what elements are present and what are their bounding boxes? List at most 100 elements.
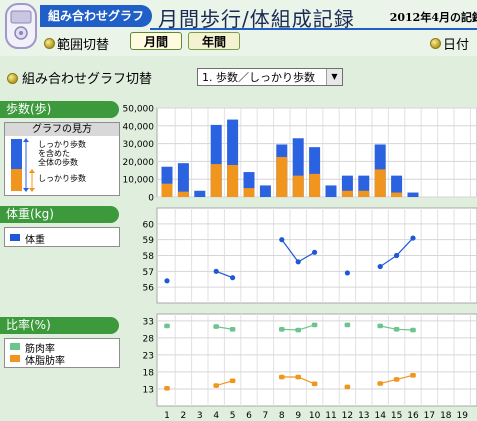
muscle-rate-point (344, 322, 351, 328)
graph-switch-label: 組み合わせグラフ切替 (22, 72, 153, 87)
x-tick-label: 11 (325, 411, 336, 421)
total-steps-bar (391, 175, 403, 197)
round-bullet-icon (430, 38, 441, 49)
total-steps-bar (177, 163, 189, 197)
steps-section-tab: 歩数(歩) (0, 101, 119, 118)
monthly-button[interactable]: 月間 (130, 32, 182, 50)
x-tick-label: 1 (164, 411, 170, 421)
muscle-rate-point (377, 323, 383, 329)
muscle-rate-point (393, 327, 400, 332)
weight-point (312, 249, 318, 255)
muscle-rate-point (311, 322, 318, 328)
y-tick-label: 57 (143, 268, 154, 278)
body-fat-rate-point (410, 373, 416, 378)
fat-swatch (10, 355, 20, 362)
range-switch-label: 範囲切替 (57, 38, 110, 53)
record-period: 2012年4月の記録 (389, 11, 477, 24)
brisk-steps-bar (358, 190, 370, 197)
y-tick-label: 33 (143, 317, 154, 327)
body-fat-rate-point (311, 381, 318, 387)
brisk-steps-bar (227, 164, 239, 197)
weight-section-tab: 体重(kg) (0, 206, 119, 223)
guide-text-3: 全体の歩数 (38, 158, 78, 167)
x-tick-label: 2 (181, 411, 187, 421)
weight-legend: 体重 (4, 227, 120, 247)
y-tick-label: 50,000 (123, 105, 155, 115)
combined-chart-area: 010,00020,00030,00040,00050,000565758596… (123, 105, 477, 421)
total-steps-bar (407, 192, 419, 197)
fat-legend-label: 体脂肪率 (25, 356, 65, 367)
weight-swatch (10, 234, 20, 241)
muscle-rate-point (410, 327, 416, 333)
body-fat-rate-point (213, 383, 219, 388)
weight-line-segment (396, 237, 414, 256)
muscle-rate-point (213, 324, 219, 329)
y-tick-label: 59 (143, 236, 155, 246)
dropdown-arrow-icon[interactable]: ▼ (326, 69, 342, 85)
body-fat-rate-point (295, 374, 301, 380)
x-tick-label: 18 (440, 411, 452, 421)
header-bar: 組み合わせグラフ 月間歩行/体組成記録 2012年4月の記録 範囲切替 月間 年… (0, 0, 477, 56)
y-tick-label: 23 (143, 351, 154, 361)
ratio-section-tab: 比率(%) (0, 317, 119, 334)
weight-point (295, 259, 301, 265)
weight-point (344, 270, 350, 276)
total-steps-bar (341, 175, 353, 197)
date-link[interactable]: 日付 (443, 38, 470, 53)
x-tick-label: 15 (391, 411, 402, 421)
x-tick-label: 10 (309, 411, 321, 421)
x-tick-label: 16 (407, 411, 419, 421)
round-bullet-icon (7, 73, 18, 84)
weight-point (164, 278, 170, 284)
total-steps-bar (210, 124, 222, 197)
y-tick-label: 60 (143, 220, 155, 230)
x-tick-label: 12 (342, 411, 353, 421)
body-fat-rate-point (344, 384, 351, 390)
y-tick-label: 0 (148, 194, 154, 204)
x-tick-label: 7 (263, 411, 269, 421)
total-steps-bar (194, 190, 206, 197)
body-fat-rate-point (279, 374, 285, 380)
graph-type-select[interactable]: 1. 歩数／しっかり歩数 ▼ (197, 68, 343, 86)
y-tick-label: 58 (143, 252, 155, 262)
weight-line-segment (297, 251, 315, 263)
total-steps-bar (292, 138, 304, 197)
total-steps-bar (309, 147, 321, 197)
yearly-button[interactable]: 年間 (188, 32, 240, 50)
weight-line-segment (379, 255, 397, 268)
y-tick-label: 20,000 (123, 158, 155, 168)
graph-guide-box: グラフの見方 しっかり歩数 を含めた 全体の歩数 しっかり歩数 (4, 122, 120, 196)
muscle-rate-point (229, 327, 236, 332)
ratio-legend: 筋肉率 体脂肪率 (4, 338, 120, 368)
brisk-steps-bar (374, 169, 386, 197)
muscle-rate-point (295, 327, 301, 333)
y-tick-label: 28 (143, 334, 155, 344)
total-steps-bar (227, 119, 239, 197)
y-tick-label: 13 (143, 385, 154, 395)
graph-guide-title: グラフの見方 (5, 123, 119, 136)
pedometer-device-icon (3, 2, 41, 52)
x-tick-label: 8 (279, 411, 285, 421)
y-tick-label: 40,000 (123, 122, 155, 132)
total-steps-bar (259, 185, 271, 197)
x-tick-label: 17 (424, 411, 435, 421)
app-badge: 組み合わせグラフ (40, 5, 152, 27)
x-tick-label: 9 (295, 411, 301, 421)
muscle-rate-point (164, 323, 170, 329)
round-bullet-icon (44, 38, 55, 49)
weight-line-segment (281, 239, 299, 263)
body-fat-rate-point (229, 378, 236, 384)
guide-text-2: を含めた (38, 149, 70, 158)
weight-line-segment (215, 270, 233, 279)
brisk-steps-bar (210, 164, 222, 197)
total-steps-bar (358, 175, 370, 197)
brisk-steps-bar (309, 173, 321, 197)
stacked-bar-diagram (11, 138, 35, 192)
body-fat-rate-point (393, 377, 400, 382)
y-tick-label: 18 (143, 368, 155, 378)
weight-point (394, 252, 400, 259)
y-tick-label: 30,000 (123, 140, 155, 150)
weight-point (213, 268, 219, 274)
brisk-steps-bar (292, 175, 304, 197)
x-tick-label: 13 (358, 411, 369, 421)
